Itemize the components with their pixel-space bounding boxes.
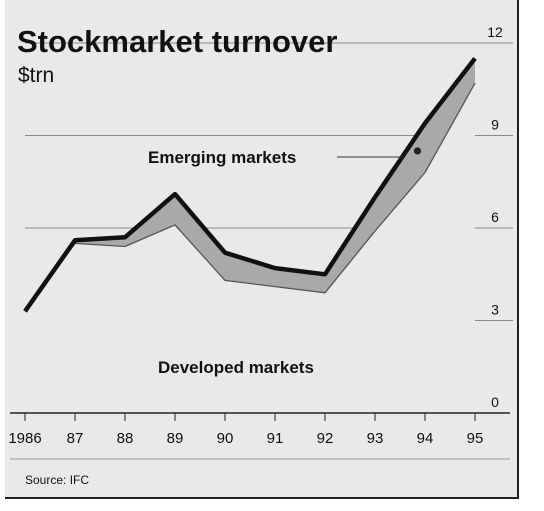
x-tick-label: 95 (467, 430, 484, 447)
developed-markets-line (24, 82, 476, 312)
y-tick-label: 6 (491, 209, 499, 225)
x-tick-label: 91 (267, 430, 284, 447)
x-tick-label: 88 (117, 430, 134, 447)
chart-subtitle: $trn (18, 64, 54, 87)
developed-markets-label: Developed markets (158, 358, 314, 377)
y-tick-label: 12 (487, 24, 503, 40)
chart-marks (413, 147, 422, 155)
x-tick-label: 1986 (8, 430, 41, 447)
x-tick-label: 92 (317, 430, 334, 447)
emerging-markets-label: Emerging markets (148, 148, 296, 167)
y-tick-label: 3 (491, 302, 499, 318)
x-tick-label: 90 (217, 430, 234, 447)
chart-frame: 12 9 6 3 0 1986 87 88 89 90 91 92 93 94 95 Stockmarke… (5, 0, 519, 499)
annotation-dot (413, 147, 422, 155)
x-tick-label: 93 (367, 430, 384, 447)
developed-markets-area (25, 83, 475, 413)
y-tick-label: 0 (491, 394, 499, 410)
x-tick-label: 94 (417, 430, 434, 447)
source-note: Source: IFC (25, 473, 89, 487)
x-tick-labels: 1986 87 88 89 90 91 92 93 94 95 (8, 413, 483, 447)
x-tick-label: 89 (167, 430, 184, 447)
total-turnover-line (23, 57, 477, 313)
y-tick-label: 9 (491, 117, 499, 133)
chart-svg: 12 9 6 3 0 1986 87 88 89 90 91 92 93 94 95 Stockmarke… (8, 24, 513, 487)
y-tick-labels: 12 9 6 3 0 (487, 24, 503, 410)
x-tick-label: 87 (67, 430, 84, 447)
chart-title: Stockmarket turnover (17, 24, 337, 59)
